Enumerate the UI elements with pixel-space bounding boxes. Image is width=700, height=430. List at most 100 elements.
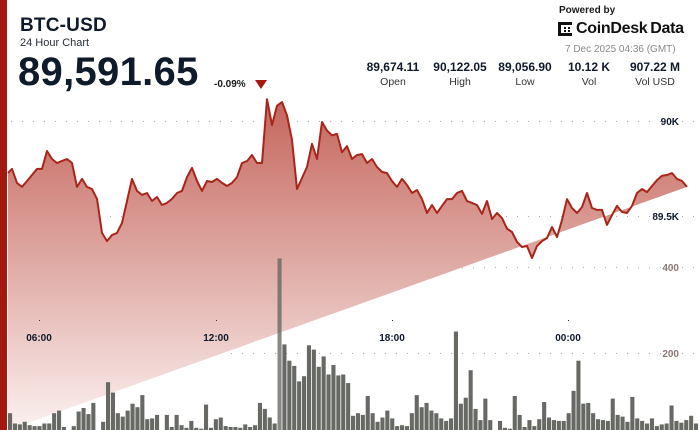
stat-vol-usd: 907.22 M Vol USD [620,60,690,88]
stat-label: Vol USD [635,76,675,88]
volume-bar [400,425,405,430]
volume-bar [248,427,253,430]
volume-bar [125,410,130,430]
ticker-symbol: BTC-USD [20,15,107,36]
stat-vol: 10.12 K Vol [558,60,620,88]
volume-bar [52,413,57,430]
volume-bar [434,413,439,430]
volume-bar [473,408,478,430]
volume-bar [556,420,561,430]
volume-bar [238,427,243,430]
stat-value: 89,674.11 [366,60,420,74]
powered-by-label: Powered by [559,5,616,16]
volume-bar [243,424,248,430]
volume-bar [395,426,400,430]
volume-bar [615,414,620,430]
volume-bar [37,426,42,430]
volume-bar [277,258,282,430]
stat-label: High [449,76,471,88]
timestamp: 7 Dec 2025 04:36 (GMT) [565,44,676,55]
volume-bar [684,420,689,430]
volume-bar [91,402,96,430]
brand-name: CoinDesk Data [576,20,684,37]
volume-bar [311,349,316,430]
volume-bar [620,416,625,430]
volume-bar [409,413,414,430]
volume-bar [517,414,522,430]
volume-bar [169,427,174,430]
volume-bar [659,424,664,430]
down-arrow-icon [255,80,267,89]
volume-bar [370,413,375,430]
volume-bar [654,426,659,430]
volume-bar [8,413,13,430]
volume-bar [586,402,591,430]
volume-bar [640,420,645,430]
volume-bar [42,423,47,430]
volume-bar [591,413,596,430]
volume-bar [120,416,125,430]
volume-bar [71,426,76,430]
volume-bar [551,420,556,430]
volume-bar [164,414,169,430]
volume-bar [184,427,189,430]
volume-bar [537,419,542,430]
volume-bar [233,427,238,430]
volume-bar [155,414,160,430]
volume-bar [27,425,32,430]
volume-bar [194,427,199,430]
volume-bar [453,331,458,430]
volume-bar [444,420,449,430]
volume-bar [57,410,62,430]
volume-bar [86,414,91,430]
volume-bar [674,420,679,430]
volume-bar [213,419,218,430]
stat-value: 89,056.90 [498,60,552,74]
volume-bar [679,422,684,430]
volume-bar [282,344,287,430]
volume-bar [527,420,532,430]
volume-bar [316,366,321,430]
volume-bar [12,423,17,430]
volume-bar [542,402,547,430]
volume-bar [385,410,390,430]
volume-bar [532,426,537,430]
volume-bar [302,376,307,430]
stat-value: 10.12 K [567,60,611,74]
volume-bar [346,383,351,430]
price-line [7,98,688,259]
volume-bar [115,413,120,430]
volume-bars [8,258,699,430]
volume-bar [32,426,37,430]
volume-bar [17,424,22,430]
volume-bar [478,420,483,430]
volume-bar [380,417,385,430]
volume-bar [272,423,277,430]
x-tick-label: 12:00 [203,333,229,344]
volume-bar [257,402,262,430]
volume-bar [341,374,346,430]
volume-bar [502,427,507,430]
volume-bar [179,425,184,430]
stat-value: 907.22 M [629,60,681,74]
volume-bar [223,426,228,430]
volume-bar [424,402,429,430]
volume-bar [140,395,145,430]
volume-bar [404,426,409,430]
volume-bar [262,408,267,430]
volume-bar [630,396,635,430]
y-tick-label: 89.5K [652,212,679,223]
volume-bar [253,425,258,430]
volume-bar [355,413,360,430]
volume-bar [199,428,204,430]
volume-bar [189,420,194,430]
volume-bar [228,427,233,430]
volume-bar [390,418,395,430]
volume-bar [664,423,669,430]
volume-bar [267,417,272,430]
volume-bar [581,403,586,430]
stat-label: Low [515,76,535,88]
volume-bar [336,375,341,430]
volume-bar [292,365,297,430]
